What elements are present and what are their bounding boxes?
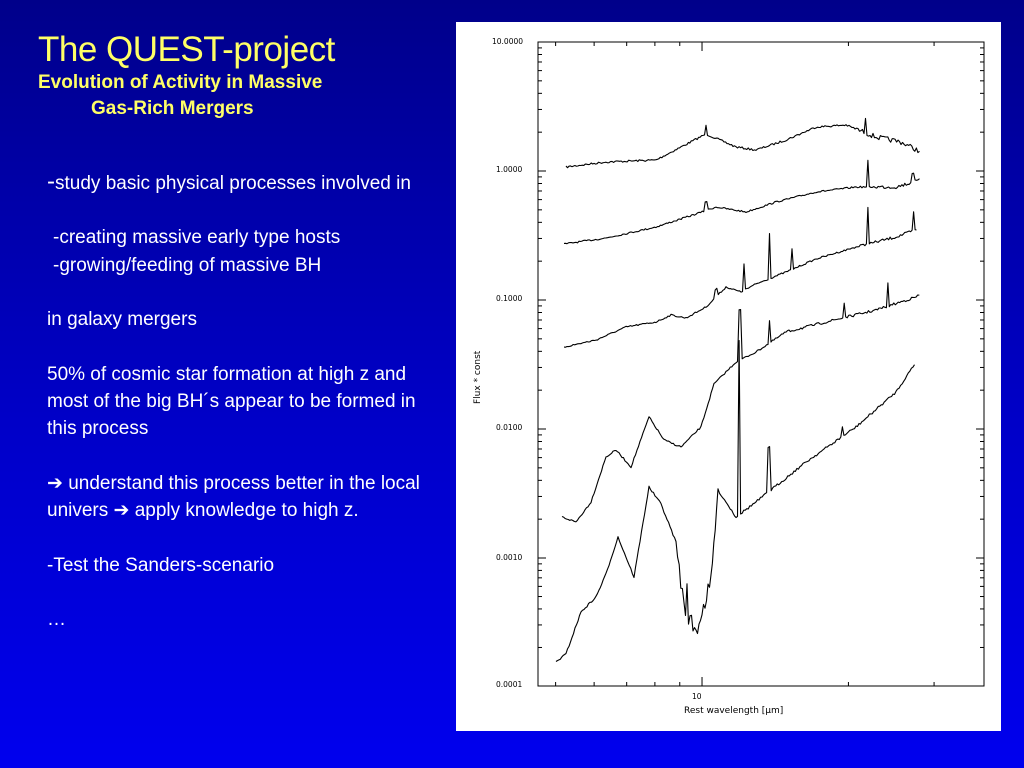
spectra-plot: 10.0000 1.0000 0.1000 0.0100 0.0010 0.00… [473, 37, 985, 716]
bullet-text: -study basic physical processes involved… [47, 168, 447, 633]
spectrum-curve-2 [563, 159, 920, 245]
paragraph-study: -study basic physical processes involved… [47, 168, 447, 197]
y-tick-label: 10.0000 [492, 37, 523, 46]
axis-ticks [538, 41, 984, 687]
spectrum-curve-1 [565, 117, 920, 169]
spectrum-curves [555, 117, 920, 662]
y-tick-label: 0.0100 [496, 423, 522, 432]
spectrum-curve-4 [561, 282, 920, 523]
y-tick-label: 0.0001 [496, 680, 522, 689]
y-axis-label: Flux * const [473, 350, 483, 404]
dash-glyph: - [47, 168, 55, 195]
spectra-figure: 10.0000 1.0000 0.1000 0.0100 0.0010 0.00… [456, 22, 1001, 731]
plot-frame [537, 41, 985, 687]
title-block: The QUEST-project Evolution of Activity … [38, 30, 335, 122]
paragraph-creating: -creating massive early type hosts [53, 227, 341, 249]
paragraph-understand-b: apply knowledge to high z. [134, 500, 359, 522]
paragraph-study-text: study basic physical processes involved … [55, 173, 411, 194]
arrow-icon: ➔ [47, 472, 63, 494]
slide-subtitle-line1: Evolution of Activity in Massive [38, 72, 323, 93]
spectrum-curve-5 [555, 339, 915, 662]
slide-title: The QUEST-project [38, 30, 335, 69]
slide-subtitle-line2: Gas-Rich Mergers [91, 98, 254, 119]
x-tick-label: 10 [692, 692, 702, 701]
y-tick-label: 0.1000 [496, 294, 522, 303]
y-tick-label: 1.0000 [496, 165, 522, 174]
arrow-icon: ➔ [113, 500, 130, 522]
paragraph-sanders: -Test the Sanders-scenario [47, 554, 275, 576]
paragraph-cosmic: 50% of cosmic star formation at high z a… [47, 363, 416, 440]
y-tick-label: 0.0010 [496, 553, 522, 562]
x-axis-label: Rest wavelength [μm] [684, 706, 783, 716]
y-tick-labels: 10.0000 1.0000 0.1000 0.0100 0.0010 0.00… [492, 37, 523, 689]
paragraph-galaxy-mergers: in galaxy mergers [47, 309, 197, 331]
paragraph-understand-a: understand this process better in the lo… [47, 472, 420, 522]
paragraph-ellipsis: … [47, 609, 66, 631]
spectrum-curve-3 [563, 206, 917, 348]
paragraph-understand: ➔ understand this process better in the … [47, 470, 447, 525]
paragraph-growing: -growing/feeding of massive BH [53, 254, 322, 276]
